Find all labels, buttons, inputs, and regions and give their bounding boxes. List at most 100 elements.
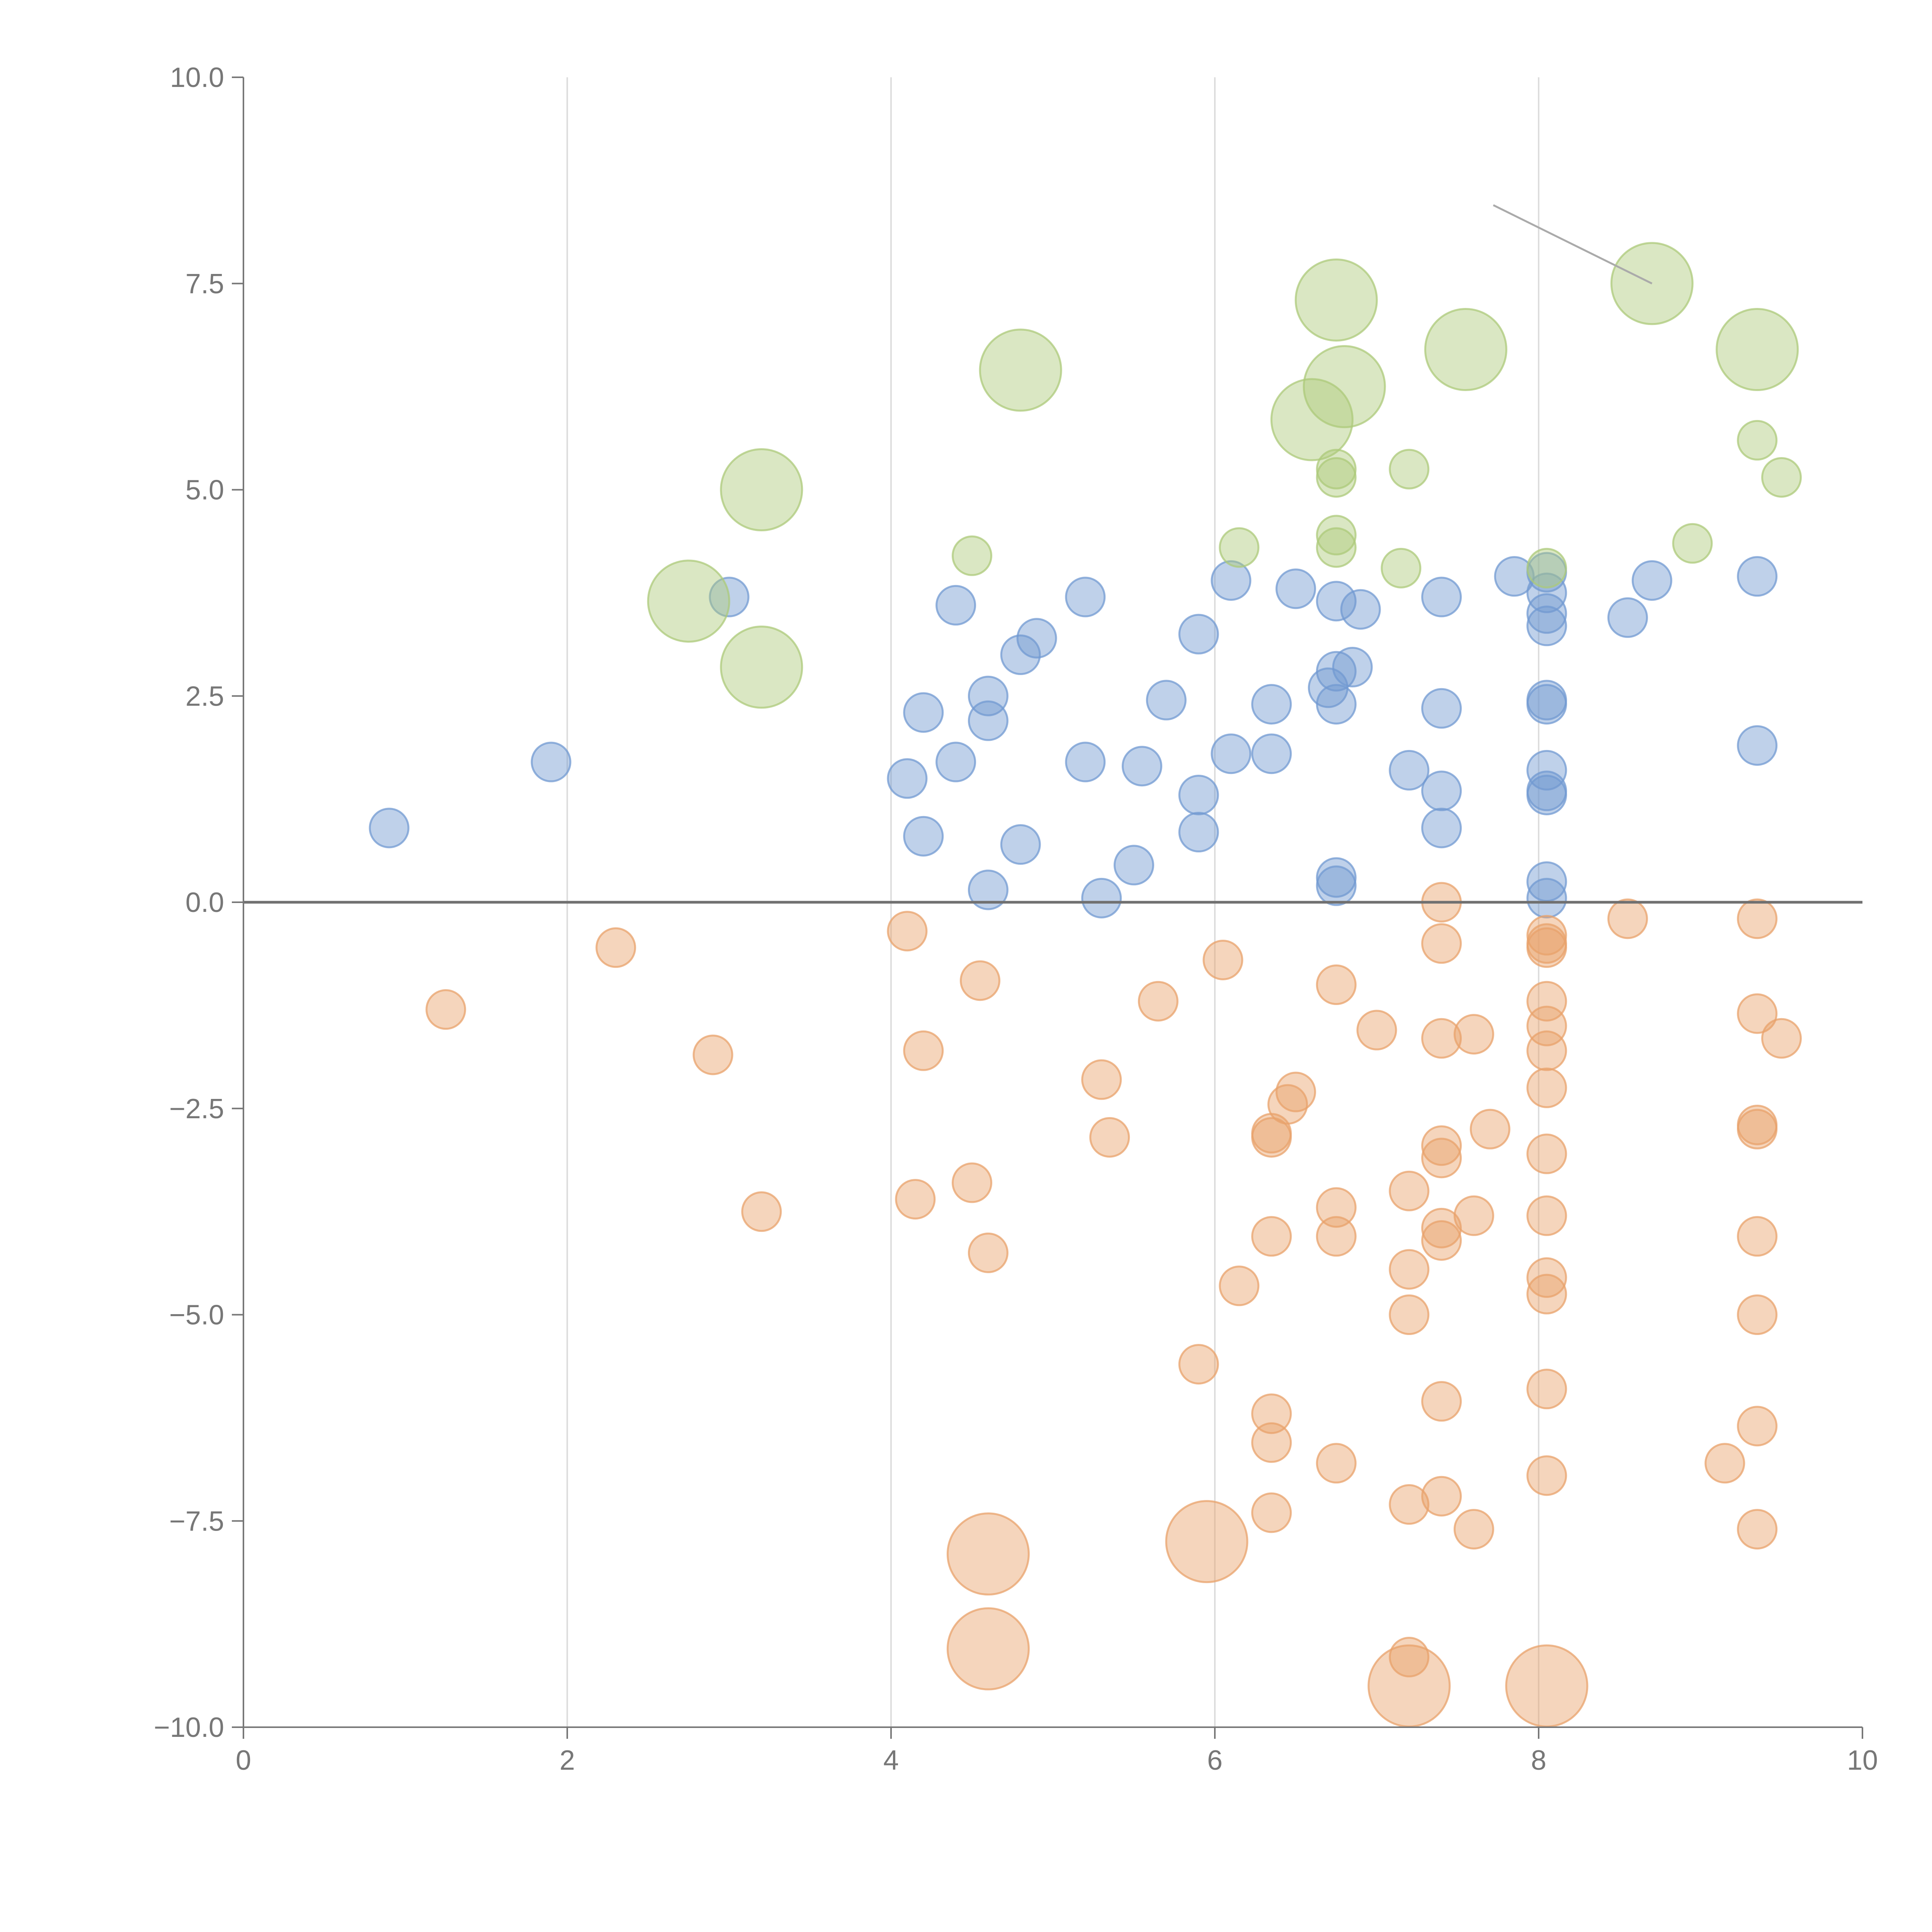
y-tick-label-7: −7.5 xyxy=(169,1506,224,1537)
blue-point-11 xyxy=(1000,634,1041,675)
blue-point-36 xyxy=(1389,750,1430,791)
blue-point-50 xyxy=(1526,774,1567,815)
y-axis-ticks: 10.0 7.5 5.0 2.5 0.0 −2.5 −5.0 −7.5 −10.0 xyxy=(154,62,243,1743)
y-tick-label-8: −10.0 xyxy=(154,1712,224,1743)
green-point-12 xyxy=(1316,527,1357,568)
orange-point-46 xyxy=(1421,1476,1462,1517)
blue-point-56 xyxy=(1737,725,1778,766)
orange-point-21 xyxy=(1251,1216,1292,1257)
blue-point-31 xyxy=(1316,684,1357,725)
orange-point-71 xyxy=(1737,1216,1778,1257)
blue-point-41 xyxy=(1494,556,1535,597)
blue-point-18 xyxy=(1121,746,1162,787)
green-point-19 xyxy=(1716,308,1799,391)
orange-point-48 xyxy=(1453,1195,1494,1236)
blue-point-5 xyxy=(903,816,944,857)
orange-point-61 xyxy=(1526,1274,1567,1315)
blue-point-21 xyxy=(1178,774,1219,815)
orange-point-44 xyxy=(1421,1220,1462,1261)
orange-point-8 xyxy=(959,960,1000,1001)
blue-point-28 xyxy=(1316,581,1357,622)
y-tick-label-0: 10.0 xyxy=(170,62,224,93)
orange-point-28 xyxy=(1316,1187,1357,1228)
y-tick-label-5: −2.5 xyxy=(169,1094,224,1124)
green-point-15 xyxy=(1424,308,1507,391)
blue-point-3 xyxy=(887,758,928,799)
annotation-leader-line xyxy=(1493,204,1653,284)
blue-point-19 xyxy=(1146,680,1187,721)
orange-point-56 xyxy=(1526,1030,1567,1071)
orange-point-47 xyxy=(1453,1014,1494,1055)
green-point-21 xyxy=(1761,457,1802,498)
blue-point-6 xyxy=(935,585,976,626)
green-point-1 xyxy=(720,448,803,531)
blue-point-7 xyxy=(935,742,976,782)
blue-point-9 xyxy=(968,700,1009,741)
orange-point-31 xyxy=(1356,1010,1397,1051)
y-tick-label-2: 5.0 xyxy=(185,475,224,506)
blue-point-53 xyxy=(1607,597,1648,638)
orange-point-51 xyxy=(1526,915,1567,956)
green-point-13 xyxy=(1381,548,1422,588)
green-point-8 xyxy=(1303,345,1386,429)
orange-point-29 xyxy=(1316,1216,1357,1257)
orange-point-11 xyxy=(946,1607,1030,1690)
orange-point-72 xyxy=(1737,1294,1778,1335)
orange-point-41 xyxy=(1421,1125,1462,1166)
green-point-7 xyxy=(1294,258,1378,342)
x-tick-label-4: 8 xyxy=(1531,1745,1546,1776)
green-point-11 xyxy=(1316,515,1357,556)
blue-point-52 xyxy=(1526,878,1567,918)
orange-point-59 xyxy=(1526,1195,1567,1236)
orange-point-12 xyxy=(1081,1059,1122,1100)
orange-point-1 xyxy=(595,927,636,968)
orange-point-25 xyxy=(1276,1071,1316,1112)
orange-point-60 xyxy=(1526,1257,1567,1298)
orange-point-3 xyxy=(741,1191,782,1232)
x-tick-label-3: 6 xyxy=(1207,1745,1223,1776)
orange-point-15 xyxy=(1178,1344,1219,1385)
orange-point-26 xyxy=(1267,1084,1308,1125)
blue-point-4 xyxy=(903,692,944,733)
blue-point-40 xyxy=(1421,808,1462,849)
blue-point-13 xyxy=(1016,618,1057,659)
orange-point-33 xyxy=(1389,1249,1430,1290)
blue-point-1 xyxy=(531,742,571,782)
orange-point-7 xyxy=(952,1162,992,1203)
orange-point-9 xyxy=(968,1232,1009,1273)
orange-point-39 xyxy=(1421,923,1462,964)
orange-point-30 xyxy=(1316,1443,1357,1484)
blue-point-26 xyxy=(1251,733,1292,774)
green-point-0 xyxy=(647,560,730,643)
orange-point-17 xyxy=(1202,939,1243,980)
orange-point-23 xyxy=(1251,1422,1292,1463)
blue-point-22 xyxy=(1178,812,1219,853)
orange-point-14 xyxy=(1138,981,1179,1022)
blue-point-32 xyxy=(1332,647,1373,688)
blue-point-33 xyxy=(1340,589,1381,630)
blue-point-17 xyxy=(1114,845,1154,886)
blue-point-27 xyxy=(1276,568,1316,609)
orange-point-0 xyxy=(425,989,466,1030)
blue-point-25 xyxy=(1251,684,1292,725)
orange-point-5 xyxy=(903,1030,944,1071)
blue-point-23 xyxy=(1211,560,1252,601)
y-tick-label-6: −5.0 xyxy=(169,1300,224,1331)
blue-point-48 xyxy=(1526,750,1567,791)
orange-point-10 xyxy=(946,1512,1030,1596)
orange-point-32 xyxy=(1389,1170,1430,1211)
orange-point-67 xyxy=(1737,898,1778,939)
blue-point-16 xyxy=(1081,878,1122,918)
orange-point-75 xyxy=(1761,1018,1802,1059)
green-point-20 xyxy=(1737,420,1778,461)
blue-point-37 xyxy=(1421,577,1462,617)
orange-point-53 xyxy=(1526,927,1567,968)
orange-point-43 xyxy=(1421,1208,1462,1248)
orange-point-16 xyxy=(1165,1500,1248,1583)
orange-point-66 xyxy=(1704,1443,1745,1484)
orange-point-45 xyxy=(1421,1381,1462,1422)
green-point-10 xyxy=(1316,457,1357,498)
green-point-6 xyxy=(1270,378,1354,461)
orange-point-18 xyxy=(1219,1265,1260,1306)
orange-point-13 xyxy=(1089,1117,1130,1158)
